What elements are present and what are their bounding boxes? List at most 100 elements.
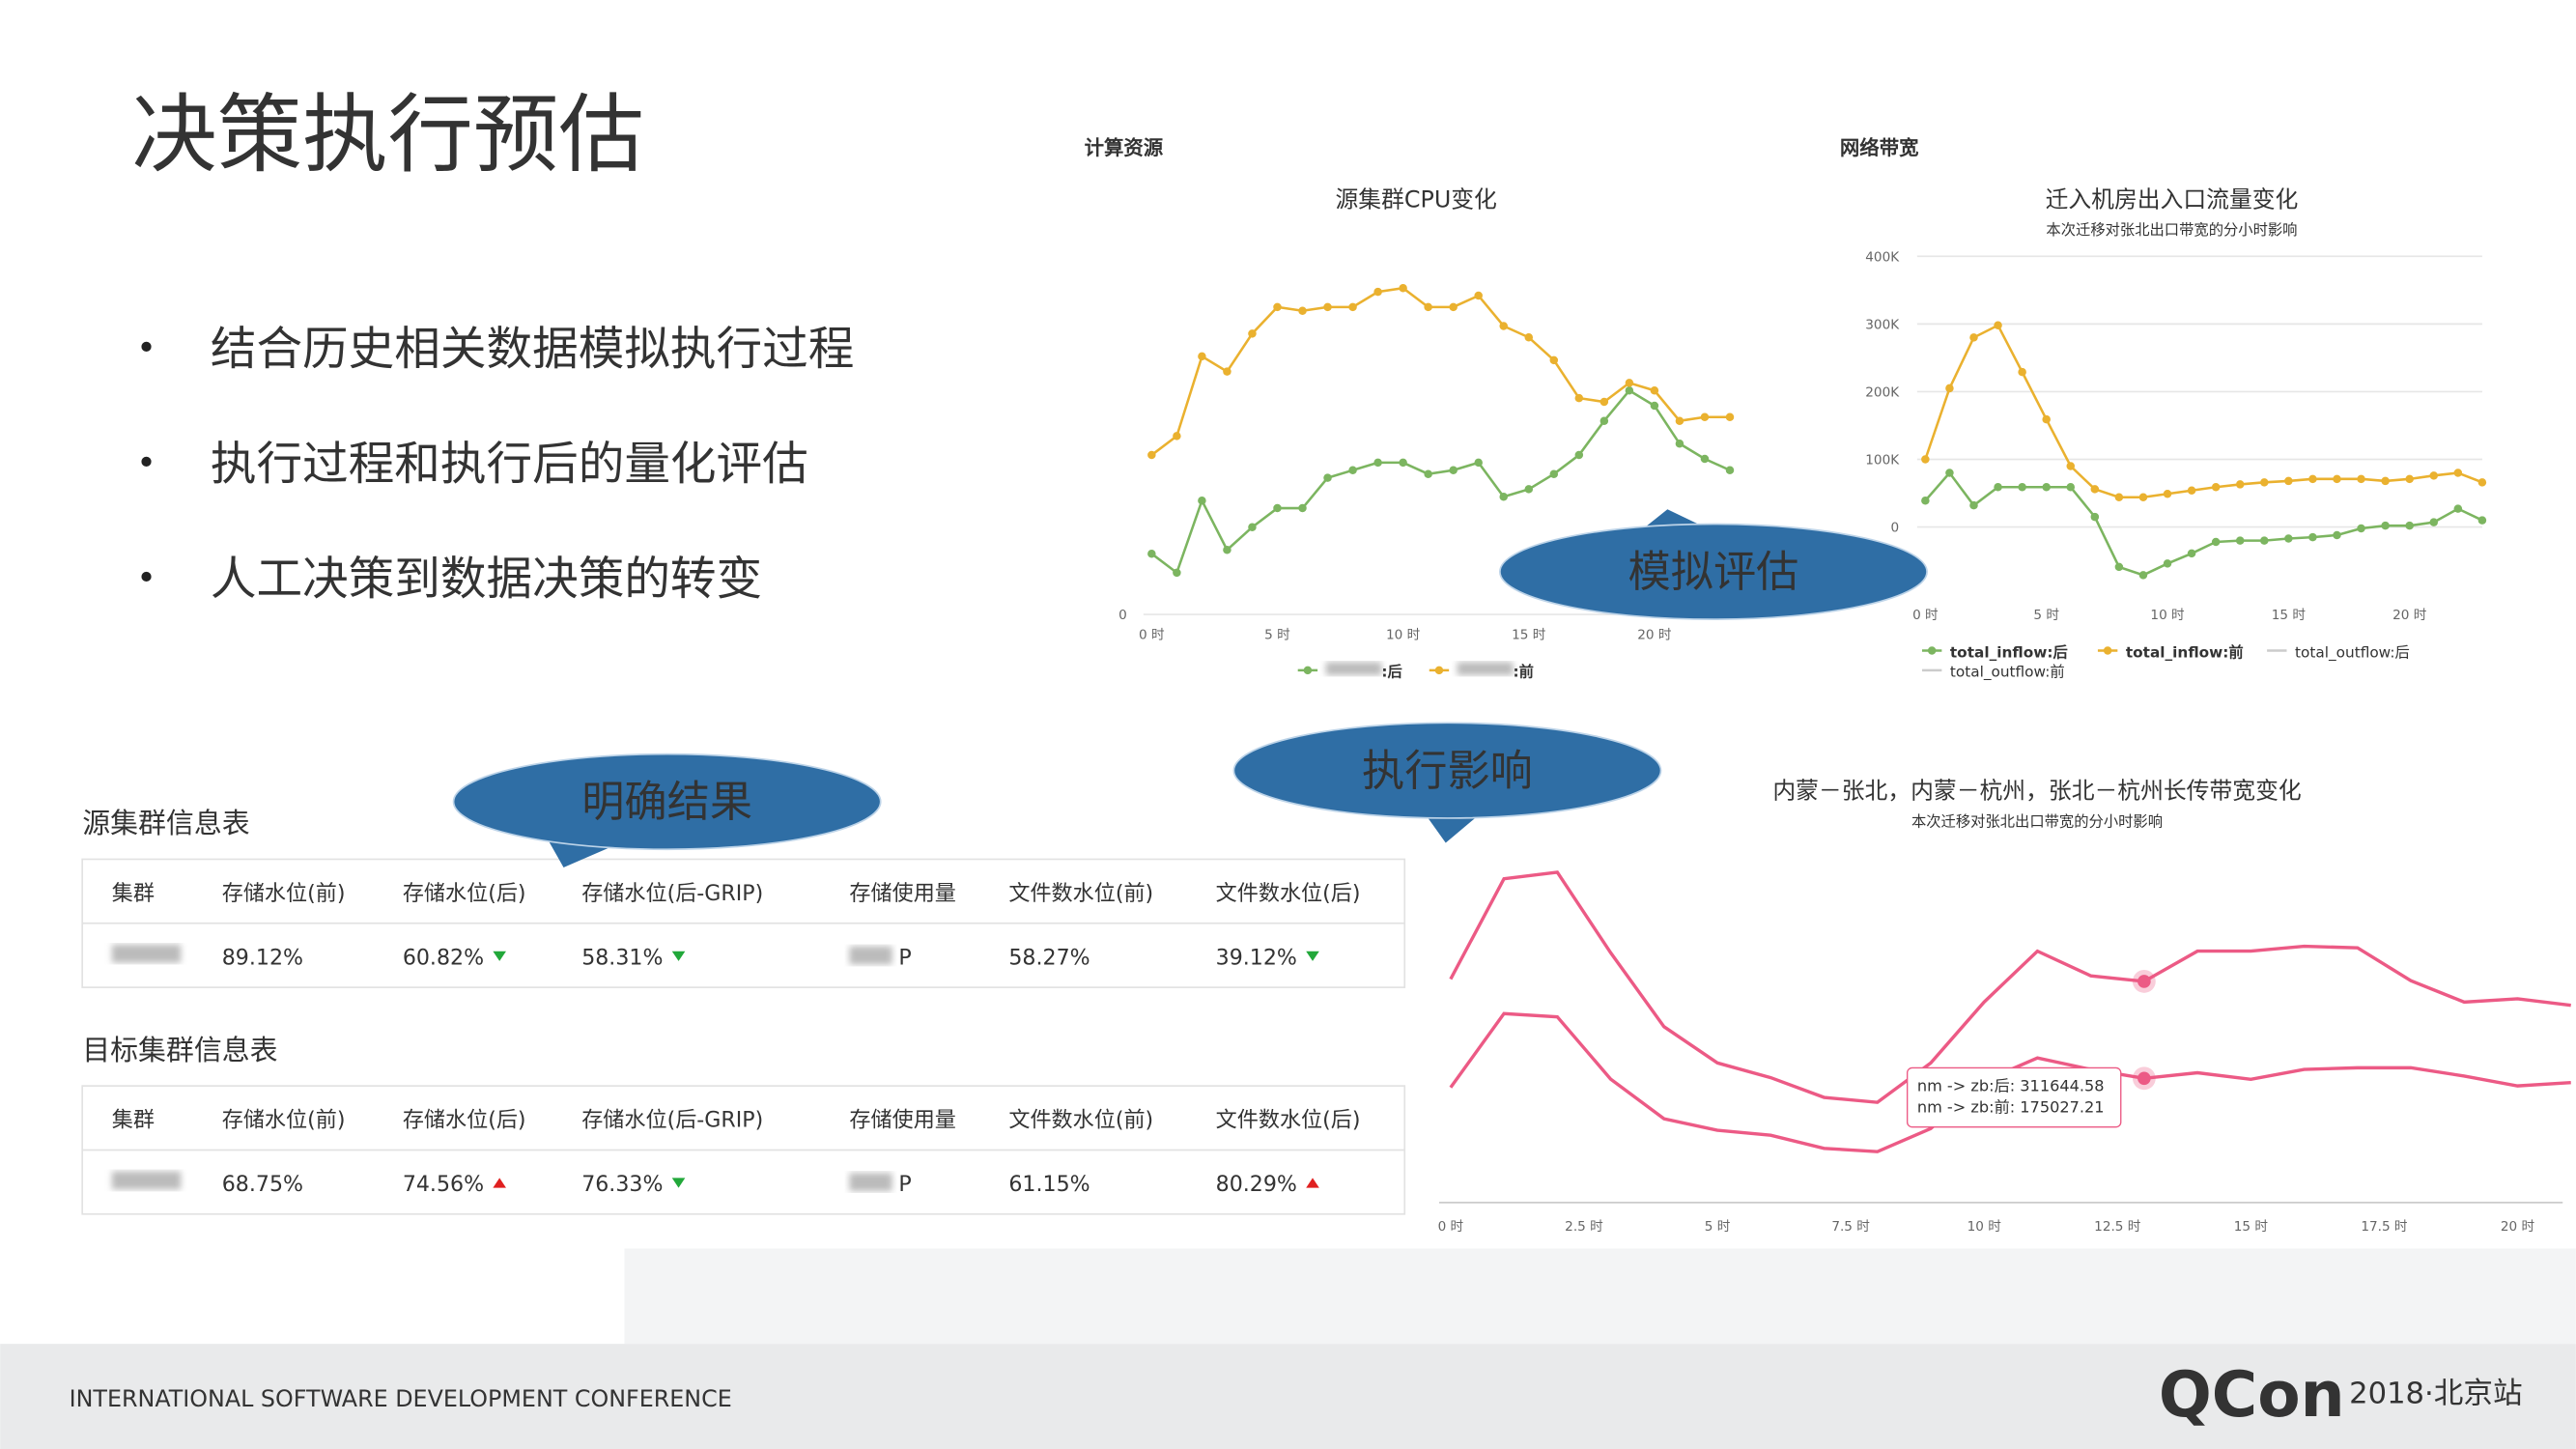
data-point bbox=[1323, 473, 1332, 482]
column-header: 文件数水位(前) bbox=[1008, 1108, 1153, 1133]
data-point bbox=[2137, 1071, 2151, 1086]
trend-down bbox=[671, 1178, 686, 1188]
data-point bbox=[1650, 386, 1659, 395]
data-point bbox=[2453, 504, 2463, 513]
legend-swatch-dot bbox=[1303, 666, 1313, 675]
column-header: 存储使用量 bbox=[849, 1108, 955, 1133]
cell-value: 74.56% bbox=[403, 1172, 484, 1197]
redacted bbox=[1325, 662, 1382, 675]
cell-value: 80.29% bbox=[1216, 1172, 1297, 1197]
legend-label: :后 bbox=[1381, 664, 1401, 681]
data-point bbox=[2405, 521, 2414, 530]
callout-bubble bbox=[1232, 722, 1662, 819]
x-tick-label: 10 时 bbox=[1967, 1219, 2002, 1235]
redacted-cell bbox=[849, 946, 892, 965]
data-point bbox=[1524, 333, 1534, 342]
data-point bbox=[1273, 503, 1282, 513]
chart-subtitle: 本次迁移对张北出口带宽的分小时影响 bbox=[2046, 221, 2297, 239]
x-tick-label: 0 时 bbox=[1139, 628, 1165, 643]
data-point bbox=[1921, 455, 1930, 464]
column-header: 文件数水位(后) bbox=[1216, 881, 1361, 906]
x-tick-label: 10 时 bbox=[1386, 628, 1421, 643]
skyline-decoration bbox=[624, 1248, 2576, 1345]
data-point bbox=[2114, 493, 2124, 501]
data-point bbox=[2090, 512, 2100, 522]
cell-value: 68.75% bbox=[222, 1172, 303, 1197]
bullet-dot bbox=[141, 456, 152, 467]
data-point bbox=[2429, 518, 2439, 526]
cell-value: 58.27% bbox=[1008, 945, 1090, 970]
x-tick-label: 15 时 bbox=[2272, 608, 2307, 623]
data-point bbox=[2137, 975, 2151, 988]
data-point bbox=[2260, 536, 2269, 545]
x-tick-label: 0 时 bbox=[1438, 1219, 1464, 1235]
data-point bbox=[1273, 302, 1282, 312]
data-point bbox=[2042, 414, 2051, 424]
redacted bbox=[1457, 662, 1514, 675]
bullet-text: 结合历史相关数据模拟执行过程 bbox=[211, 324, 855, 377]
x-tick-label: 5 时 bbox=[1264, 628, 1290, 643]
cell-value: P bbox=[898, 945, 911, 970]
column-header: 存储水位(后-GRIP) bbox=[581, 881, 763, 906]
data-point bbox=[2138, 493, 2148, 501]
data-point bbox=[1675, 416, 1684, 425]
data-point bbox=[2235, 480, 2245, 489]
column-header: 存储使用量 bbox=[849, 881, 955, 906]
data-point bbox=[1474, 291, 1483, 300]
data-point bbox=[2357, 474, 2365, 484]
data-point bbox=[1945, 469, 1954, 477]
column-header: 存储水位(后) bbox=[403, 881, 526, 906]
column-header: 文件数水位(后) bbox=[1216, 1108, 1361, 1133]
cell-value: P bbox=[898, 1172, 911, 1197]
data-point bbox=[1725, 412, 1735, 422]
data-point bbox=[2090, 485, 2100, 494]
y-tick-label: 0 bbox=[1118, 608, 1127, 623]
table-title: 目标集群信息表 bbox=[82, 1034, 277, 1066]
data-point bbox=[2114, 562, 2124, 572]
data-point bbox=[2333, 474, 2341, 484]
data-point bbox=[1994, 482, 2002, 492]
trend-up bbox=[493, 1178, 506, 1188]
data-point bbox=[2138, 571, 2148, 580]
x-tick-label: 7.5 时 bbox=[1831, 1219, 1870, 1235]
data-point bbox=[1574, 393, 1584, 403]
column-header: 文件数水位(前) bbox=[1008, 881, 1153, 906]
legend-label-hidden: total_outflow:前 bbox=[1950, 664, 2065, 682]
x-tick-label: 10 时 bbox=[2150, 608, 2185, 623]
chart-title: 迁入机房出入口流量变化 bbox=[2046, 185, 2299, 213]
panel-label: 网络带宽 bbox=[1840, 136, 1919, 159]
callout-text: 模拟评估 bbox=[1628, 548, 1799, 597]
data-point bbox=[2453, 469, 2463, 477]
logo: QCon bbox=[2159, 1359, 2345, 1432]
trend-down bbox=[671, 951, 686, 961]
x-tick-label: 12.5 时 bbox=[2094, 1219, 2141, 1235]
bullet-dot bbox=[141, 341, 152, 352]
cell-value: 61.15% bbox=[1008, 1172, 1090, 1197]
callout-text: 明确结果 bbox=[581, 778, 752, 827]
data-point bbox=[2163, 489, 2172, 498]
data-point bbox=[2187, 486, 2196, 495]
data-point bbox=[1625, 386, 1634, 395]
data-point bbox=[1248, 329, 1257, 338]
data-point bbox=[1969, 333, 1978, 342]
data-point bbox=[2163, 559, 2172, 568]
x-tick-label: 17.5 时 bbox=[2361, 1219, 2408, 1235]
data-point bbox=[2235, 536, 2245, 545]
data-point bbox=[1147, 549, 1156, 558]
data-point bbox=[1223, 546, 1231, 554]
data-point bbox=[1969, 500, 1978, 510]
data-point bbox=[1373, 287, 1382, 297]
data-point bbox=[1921, 497, 1930, 505]
legend-label-hidden: total_outflow:后 bbox=[2295, 643, 2410, 662]
x-tick-label: 20 时 bbox=[2392, 608, 2427, 623]
trend-down bbox=[1306, 951, 1319, 961]
footer-band bbox=[0, 1344, 2576, 1449]
data-point bbox=[2211, 537, 2221, 547]
data-point bbox=[1650, 401, 1659, 411]
data-point bbox=[1449, 302, 1458, 312]
redacted-cell bbox=[849, 1173, 892, 1191]
tooltip-box bbox=[1906, 1066, 2122, 1128]
data-point bbox=[2211, 482, 2221, 492]
